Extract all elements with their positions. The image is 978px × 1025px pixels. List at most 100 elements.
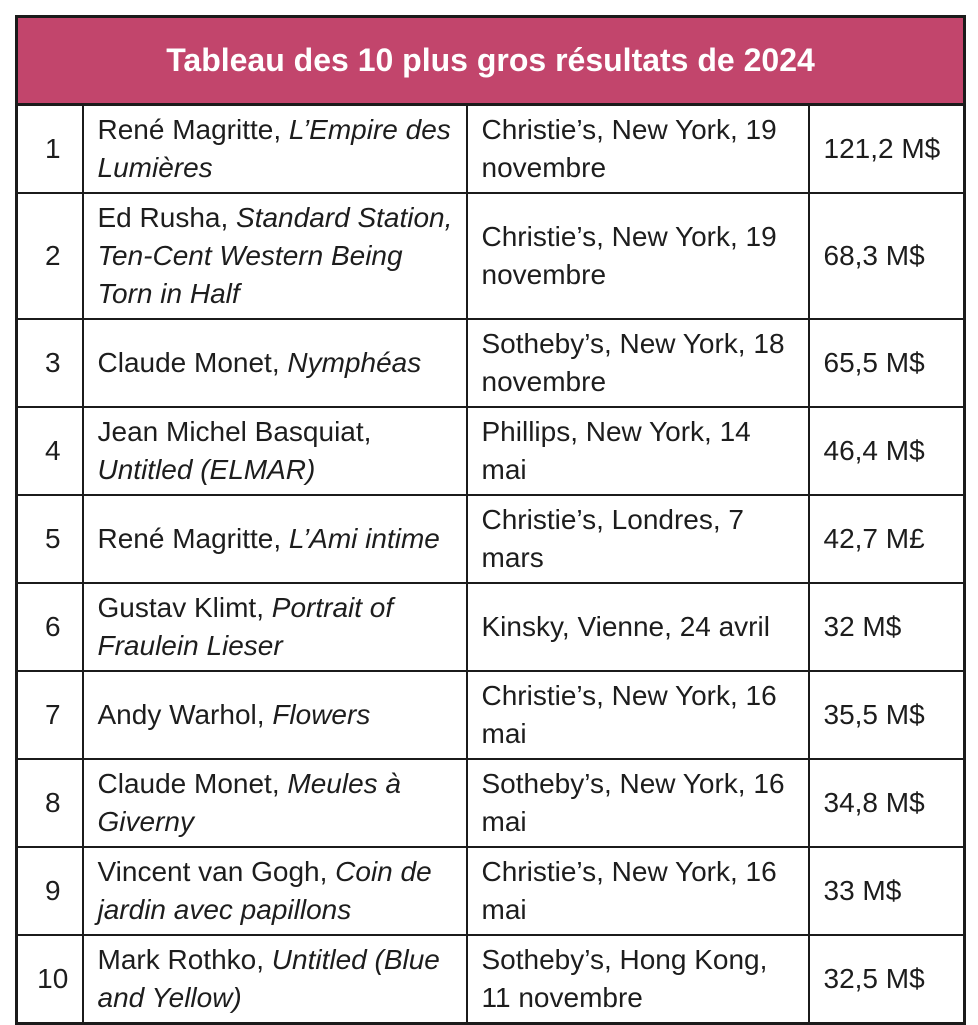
artwork-cell: René Magritte, L’Ami intime [81,494,468,584]
sale-location-date: Christie’s, New York, 19 novembre [481,221,777,290]
price-value: 121,2 M$ [823,133,941,164]
rank-number: 8 [44,787,61,818]
rank-cell: 9 [15,846,84,936]
rank-cell: 4 [15,406,84,496]
artwork-title: Standard Station, Ten-Cent Western Being… [97,202,453,309]
sale-cell: Sotheby’s, New York, 16 mai [465,758,810,848]
artwork-title: Nymphéas [287,347,422,378]
price-cell: 35,5 M$ [807,670,966,760]
artwork-cell: Ed Rusha, Standard Station, Ten-Cent Wes… [81,192,468,320]
artist-name: Andy Warhol, [97,699,265,730]
rank-number: 10 [37,963,69,994]
sale-cell: Sotheby’s, Hong Kong, 11 novembre [465,934,810,1025]
artwork-cell: Vincent van Gogh, Coin de jardin avec pa… [81,846,468,936]
price-value: 68,3 M$ [823,240,925,271]
table-row: 2 Ed Rusha, Standard Station, Ten-Cent W… [15,192,966,320]
table-row: 8 Claude Monet, Meules à Giverny Sotheby… [15,758,966,848]
table-row: 9 Vincent van Gogh, Coin de jardin avec … [15,846,966,936]
rank-cell: 10 [15,934,84,1025]
table-row: 10 Mark Rothko, Untitled (Blue and Yello… [15,934,966,1025]
artist-name: Ed Rusha, [97,202,229,233]
price-value: 32 M$ [823,611,902,642]
artwork-title: Portrait of Fraulein Lieser [97,592,394,661]
table-row: 3 Claude Monet, Nymphéas Sotheby’s, New … [15,318,966,408]
price-cell: 121,2 M$ [807,103,966,194]
sale-location-date: Sotheby’s, New York, 16 mai [481,768,785,837]
artwork-cell: Claude Monet, Meules à Giverny [81,758,468,848]
sale-location-date: Christie’s, New York, 19 novembre [481,114,777,183]
rank-cell: 5 [15,494,84,584]
price-cell: 46,4 M$ [807,406,966,496]
sale-cell: Christie’s, New York, 16 mai [465,670,810,760]
artist-name: René Magritte, [97,114,282,145]
price-cell: 68,3 M$ [807,192,966,320]
rank-cell: 2 [15,192,84,320]
artwork-title: Meules à Giverny [97,768,402,837]
artist-name: Vincent van Gogh, [97,856,328,887]
artwork-cell: Andy Warhol, Flowers [81,670,468,760]
artwork-cell: Jean Michel Basquiat, Untitled (ELMAR) [81,406,468,496]
rank-number: 1 [44,133,61,164]
price-value: 42,7 M£ [823,523,925,554]
price-value: 34,8 M$ [823,787,925,818]
artwork-title: Untitled (Blue and Yellow) [97,944,440,1013]
sale-cell: Christie’s, Londres, 7 mars [465,494,810,584]
artwork-cell: Claude Monet, Nymphéas [81,318,468,408]
price-cell: 34,8 M$ [807,758,966,848]
sale-location-date: Phillips, New York, 14 mai [481,416,751,485]
price-cell: 32 M$ [807,582,966,672]
price-value: 32,5 M$ [823,963,925,994]
sale-location-date: Sotheby’s, Hong Kong, 11 novembre [481,944,768,1013]
sale-location-date: Christie’s, Londres, 7 mars [481,504,745,573]
artwork-title: Flowers [272,699,371,730]
sale-cell: Christie’s, New York, 16 mai [465,846,810,936]
rank-cell: 8 [15,758,84,848]
rank-number: 2 [44,240,61,271]
table-row: 6 Gustav Klimt, Portrait of Fraulein Lie… [15,582,966,672]
rank-cell: 3 [15,318,84,408]
price-value: 46,4 M$ [823,435,925,466]
rank-cell: 6 [15,582,84,672]
table-row: 4 Jean Michel Basquiat, Untitled (ELMAR)… [15,406,966,496]
table-row: 1 René Magritte, L’Empire des Lumières C… [15,103,966,194]
rank-number: 4 [44,435,61,466]
artwork-cell: René Magritte, L’Empire des Lumières [81,103,468,194]
sale-cell: Christie’s, New York, 19 novembre [465,192,810,320]
sale-location-date: Christie’s, New York, 16 mai [481,856,777,925]
artwork-title: L’Ami intime [288,523,440,554]
sale-cell: Kinsky, Vienne, 24 avril [465,582,810,672]
table-title: Tableau des 10 plus gros résultats de 20… [15,15,966,106]
sale-cell: Sotheby’s, New York, 18 novembre [465,318,810,408]
table-row: 7 Andy Warhol, Flowers Christie’s, New Y… [15,670,966,760]
table-header-row: Tableau des 10 plus gros résultats de 20… [15,15,966,106]
artist-name: Claude Monet, [97,347,280,378]
table-body: 1 René Magritte, L’Empire des Lumières C… [15,103,966,1025]
artwork-cell: Gustav Klimt, Portrait of Fraulein Liese… [81,582,468,672]
price-value: 65,5 M$ [823,347,925,378]
artwork-title: Untitled (ELMAR) [97,454,316,485]
rank-cell: 1 [15,103,84,194]
rank-number: 3 [44,347,61,378]
artist-name: Claude Monet, [97,768,280,799]
price-cell: 33 M$ [807,846,966,936]
sale-location-date: Christie’s, New York, 16 mai [481,680,777,749]
rank-number: 5 [44,523,61,554]
artist-name: Mark Rothko, [97,944,265,975]
rank-number: 7 [44,699,61,730]
table-row: 5 René Magritte, L’Ami intime Christie’s… [15,494,966,584]
artwork-title: Coin de jardin avec papillons [97,856,432,925]
rank-number: 6 [44,611,61,642]
price-cell: 65,5 M$ [807,318,966,408]
price-value: 33 M$ [823,875,902,906]
sale-cell: Phillips, New York, 14 mai [465,406,810,496]
sale-location-date: Sotheby’s, New York, 18 novembre [481,328,785,397]
artist-name: Gustav Klimt, [97,592,264,623]
sale-location-date: Kinsky, Vienne, 24 avril [481,611,770,642]
rank-cell: 7 [15,670,84,760]
sale-cell: Christie’s, New York, 19 novembre [465,103,810,194]
artist-name: René Magritte, [97,523,282,554]
artwork-cell: Mark Rothko, Untitled (Blue and Yellow) [81,934,468,1025]
rank-number: 9 [44,875,61,906]
price-cell: 32,5 M$ [807,934,966,1025]
